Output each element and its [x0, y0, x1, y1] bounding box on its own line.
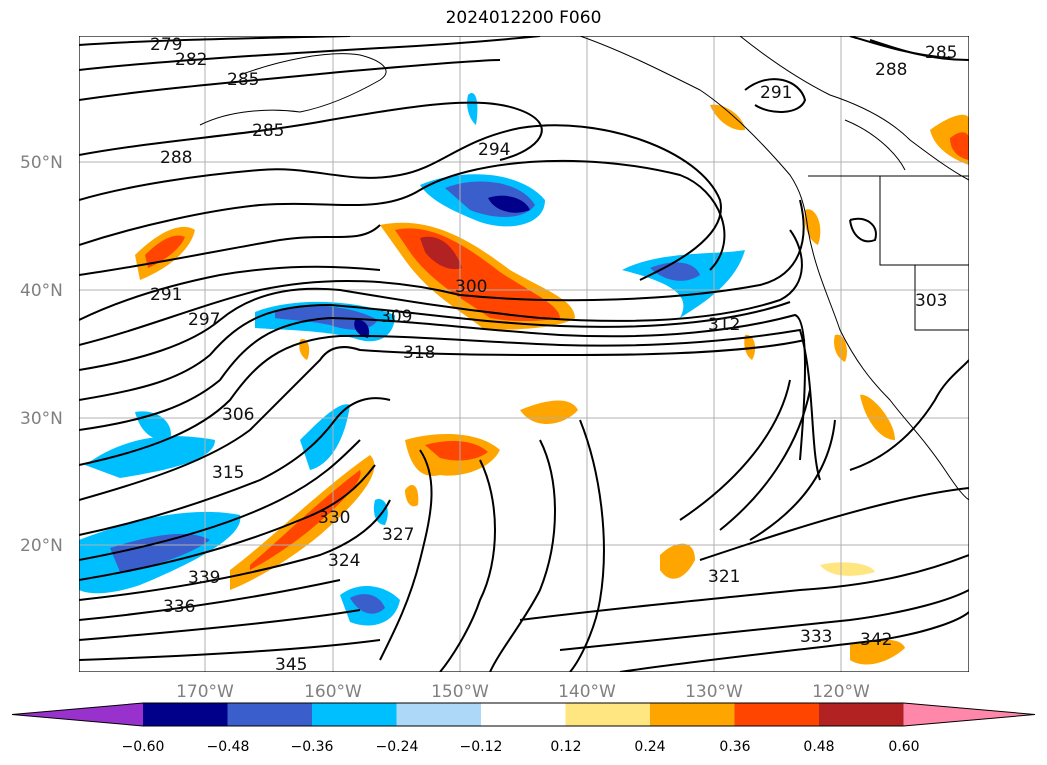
colorbar-segment: [819, 703, 904, 726]
lon-label: 170°W: [176, 682, 234, 702]
contour-label: 312: [708, 315, 740, 335]
contour-label: 309: [380, 307, 412, 327]
contour-label: 324: [328, 551, 360, 571]
latitude-labels: 50°N 40°N 30°N 20°N: [20, 153, 63, 556]
contour-label: 288: [160, 148, 192, 168]
contour-label: 285: [925, 43, 957, 63]
colorbar-segment: [481, 703, 566, 726]
contour-label: 285: [227, 70, 259, 90]
lon-label: 130°W: [685, 682, 743, 702]
colorbar-segment: [734, 703, 820, 726]
colorbar-extend-high: [903, 703, 1035, 726]
contour-label: 345: [275, 655, 307, 675]
contour-label: 291: [760, 83, 792, 103]
contour-label: 285: [252, 121, 284, 141]
contour-label: 303: [915, 291, 947, 311]
colorbar-segment: [312, 703, 397, 726]
map-title: 2024012200 F060: [445, 8, 602, 28]
lat-label: 50°N: [20, 153, 63, 173]
contour-label: 282: [175, 50, 207, 70]
lon-label: 140°W: [558, 682, 616, 702]
contour-label: 315: [212, 463, 244, 483]
contour-label: 297: [188, 310, 220, 330]
colorbar-tick-label: 0.24: [634, 739, 665, 755]
colorbar-segment: [143, 703, 228, 726]
contour-label: 321: [708, 567, 740, 587]
contour-label: 288: [875, 60, 907, 80]
contour-label: 342: [860, 630, 892, 650]
colorbar-tick-label: 0.36: [719, 739, 750, 755]
contour-label: 279: [150, 35, 182, 55]
longitude-labels: 170°W 160°W 150°W 140°W 130°W 120°W: [176, 682, 870, 702]
colorbar-tick-label: 0.60: [888, 739, 919, 755]
colorbar-tick-label: −0.12: [460, 739, 503, 755]
contour-label: 330: [318, 508, 350, 528]
lon-label: 160°W: [304, 682, 362, 702]
colorbar: [11, 702, 1036, 727]
contour-label: 333: [800, 627, 832, 647]
contour-label: 327: [382, 525, 414, 545]
colorbar-tick-label: −0.60: [122, 739, 165, 755]
contour-label: 339: [188, 568, 220, 588]
contour-label: 294: [478, 140, 510, 160]
colorbar-outline: [11, 702, 1036, 727]
contour-label: 336: [163, 597, 195, 617]
contours: [79, 36, 969, 672]
lon-label: 120°W: [812, 682, 870, 702]
lat-label: 20°N: [20, 536, 63, 556]
contour-label: 291: [150, 285, 182, 305]
colorbar-tick-label: 0.12: [550, 739, 581, 755]
colorbar-segment: [650, 703, 735, 726]
colorbar-segment: [396, 703, 482, 726]
contour-labels: 279 282 285 285 288 291 294 297 300 303 …: [150, 35, 957, 675]
lat-label: 40°N: [20, 281, 63, 301]
colorbar-segment: [565, 703, 651, 726]
colorbar-tick-labels: −0.60 −0.48 −0.36 −0.24 −0.12 0.12 0.24 …: [122, 739, 920, 755]
colorbar-tick-label: −0.24: [376, 739, 419, 755]
colorbar-tick-label: 0.48: [803, 739, 834, 755]
contour-label: 306: [222, 405, 254, 425]
lon-label: 150°W: [431, 682, 489, 702]
colorbar-extend-low: [12, 703, 143, 726]
colorbar-tick-label: −0.36: [291, 739, 334, 755]
colorbar-tick-label: −0.48: [207, 739, 250, 755]
contour-label: 318: [403, 343, 435, 363]
coastline: [199, 36, 969, 501]
colorbar-segment: [227, 703, 313, 726]
lat-label: 30°N: [20, 409, 63, 429]
contour-label: 300: [455, 277, 487, 297]
map-panel: 279 282 285 285 288 291 294 297 300 303 …: [79, 35, 969, 675]
